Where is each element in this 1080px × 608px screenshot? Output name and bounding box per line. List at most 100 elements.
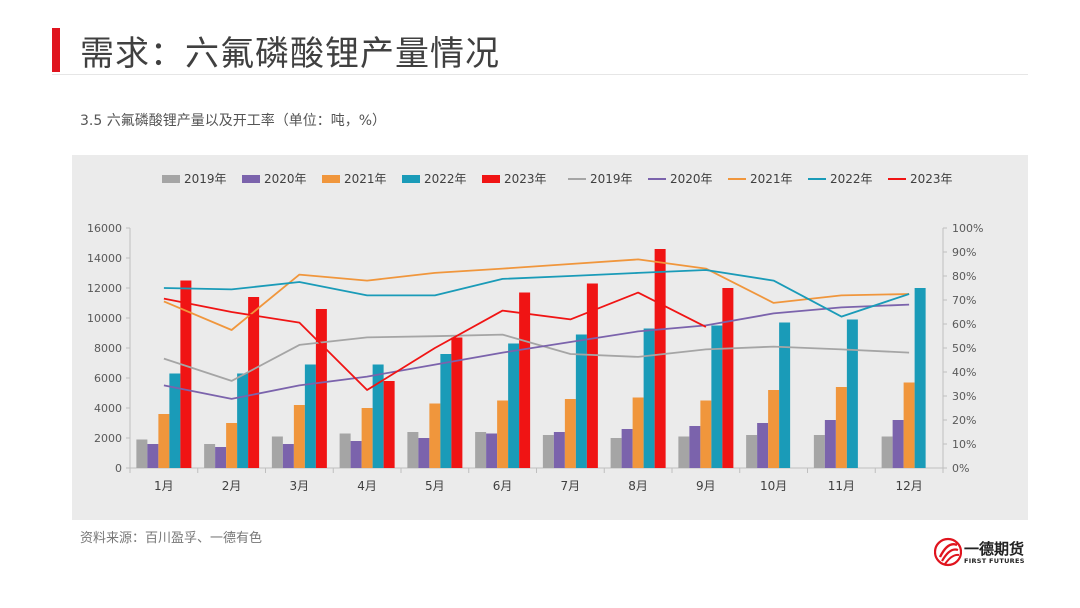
- bar-2022年: [237, 373, 249, 468]
- y-tick-label: 10000: [87, 312, 122, 325]
- legend-line-label: 2022年: [830, 172, 873, 186]
- bar-2023年: [383, 381, 395, 468]
- legend-bar-label: 2020年: [264, 172, 307, 186]
- legend-bar-label: 2021年: [344, 172, 387, 186]
- bar-2022年: [575, 334, 587, 468]
- bar-2021年: [497, 400, 509, 468]
- bar-2022年: [304, 364, 316, 468]
- bar-2020年: [282, 444, 294, 468]
- y2-tick-label: 50%: [952, 342, 976, 355]
- bar-2020年: [621, 429, 633, 468]
- y2-tick-label: 10%: [952, 438, 976, 451]
- bar-2023年: [586, 283, 598, 468]
- bar-2019年: [881, 436, 893, 468]
- legend-line-label: 2023年: [910, 172, 953, 186]
- legend-bar-label: 2022年: [424, 172, 467, 186]
- x-tick-label: 5月: [425, 479, 445, 493]
- bar-2019年: [813, 435, 825, 468]
- bar-2019年: [610, 438, 622, 468]
- title-divider: [52, 74, 1028, 75]
- chart-subtitle: 3.5 六氟磷酸锂产量以及开工率（单位：吨，%）: [80, 113, 387, 129]
- title-accent-bar: [52, 28, 60, 72]
- bar-2021年: [700, 400, 712, 468]
- bar-2022年: [440, 354, 452, 468]
- y-tick-label: 12000: [87, 282, 122, 295]
- logo-text: 一德期货: [964, 540, 1025, 558]
- x-tick-label: 7月: [561, 479, 581, 493]
- y2-tick-label: 100%: [952, 222, 983, 235]
- logo-icon: [933, 537, 963, 567]
- bar-2021年: [361, 408, 373, 468]
- bar-2020年: [757, 423, 769, 468]
- bar-2022年: [914, 288, 926, 468]
- y2-tick-label: 80%: [952, 270, 976, 283]
- x-tick-label: 11月: [828, 479, 855, 493]
- bar-2019年: [746, 435, 758, 468]
- bar-2021年: [429, 403, 441, 468]
- line-2019年: [163, 333, 910, 382]
- bar-2019年: [678, 436, 690, 468]
- bar-2019年: [271, 436, 283, 468]
- bar-2023年: [722, 288, 734, 468]
- y2-tick-label: 30%: [952, 390, 976, 403]
- x-tick-label: 2月: [222, 479, 242, 493]
- y-tick-label: 2000: [94, 432, 122, 445]
- bar-2022年: [643, 328, 655, 468]
- bar-2020年: [824, 420, 836, 468]
- x-tick-label: 3月: [290, 479, 310, 493]
- y2-tick-label: 20%: [952, 414, 976, 427]
- bar-2023年: [180, 280, 192, 468]
- x-tick-label: 1月: [154, 479, 174, 493]
- y-tick-label: 0: [115, 462, 122, 475]
- combo-chart: 0 2000 4000 6000 8000 10000 12000 14000 16000 0% 1…: [87, 172, 983, 493]
- bar-2022年: [508, 343, 520, 468]
- page-title: 需求：六氟磷酸锂产量情况: [80, 34, 500, 74]
- x-tick-label: 9月: [696, 479, 716, 493]
- bar-2021年: [903, 382, 915, 468]
- bar-2023年: [315, 309, 327, 468]
- legend-bar-swatch: [322, 175, 340, 183]
- chart-panel: 0 2000 4000 6000 8000 10000 12000 14000 16000 0% 1…: [72, 155, 1028, 520]
- source-note: 资料来源：百川盈孚、一德有色: [80, 531, 263, 546]
- bar-2021年: [835, 387, 847, 468]
- bar-2023年: [451, 337, 463, 468]
- bar-2019年: [204, 444, 216, 468]
- bar-2021年: [632, 397, 644, 468]
- legend-bar-swatch: [402, 175, 420, 183]
- y2-tick-label: 0%: [952, 462, 969, 475]
- x-tick-label: 8月: [628, 479, 648, 493]
- bar-2020年: [486, 433, 498, 468]
- bar-2020年: [892, 420, 904, 468]
- bar-2020年: [350, 441, 362, 468]
- legend-bar-swatch: [162, 175, 180, 183]
- y2-tick-label: 60%: [952, 318, 976, 331]
- bar-2020年: [418, 438, 430, 468]
- bar-2019年: [407, 432, 419, 468]
- y2-tick-label: 70%: [952, 294, 976, 307]
- bar-2021年: [226, 423, 238, 468]
- line-2020年: [163, 303, 910, 400]
- y-tick-label: 14000: [87, 252, 122, 265]
- legend-bar-label: 2023年: [504, 172, 547, 186]
- legend-line-label: 2020年: [670, 172, 713, 186]
- line-2023年: [163, 291, 707, 391]
- y-tick-label: 8000: [94, 342, 122, 355]
- bar-2022年: [846, 319, 858, 468]
- company-logo: 一德期货 FIRST FUTURES: [933, 535, 1044, 571]
- bar-2019年: [542, 435, 554, 468]
- bar-2020年: [689, 426, 701, 468]
- x-tick-label: 10月: [760, 479, 787, 493]
- bar-2021年: [768, 390, 780, 468]
- bar-2022年: [711, 325, 723, 468]
- y2-tick-label: 90%: [952, 246, 976, 259]
- x-tick-label: 12月: [895, 479, 922, 493]
- bar-2022年: [372, 364, 384, 468]
- logo-subtext: FIRST FUTURES: [964, 557, 1025, 565]
- legend-bar-label: 2019年: [184, 172, 227, 186]
- bar-2023年: [519, 292, 531, 468]
- bar-2019年: [339, 433, 351, 468]
- bar-2019年: [136, 439, 148, 468]
- x-tick-label: 4月: [357, 479, 377, 493]
- bar-2020年: [553, 432, 565, 468]
- bar-2022年: [169, 373, 181, 468]
